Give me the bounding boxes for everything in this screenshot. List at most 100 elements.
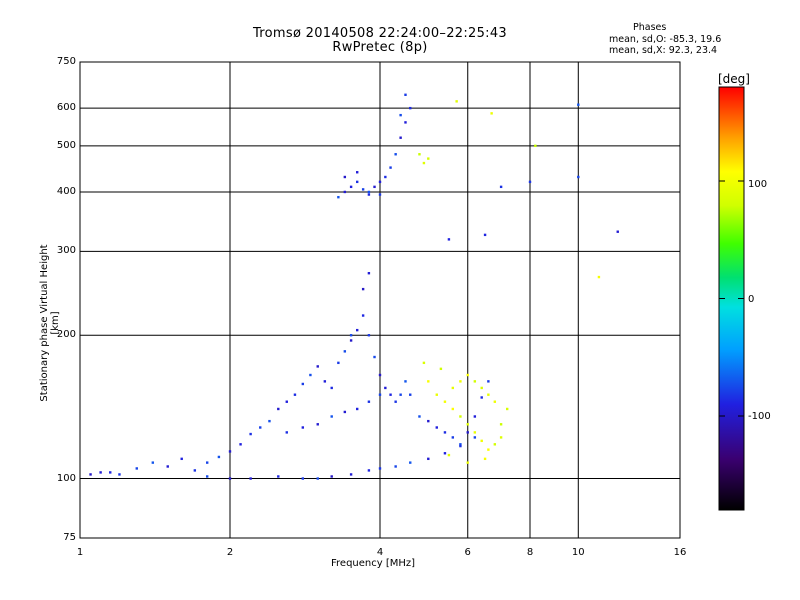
data-point <box>361 188 365 191</box>
x-axis-label: Frequency [MHz] <box>331 558 416 569</box>
data-point <box>499 185 503 189</box>
plot-frame <box>79 61 681 539</box>
data-point <box>249 432 252 436</box>
data-point <box>343 175 347 179</box>
data-point <box>435 426 438 429</box>
data-point <box>355 407 359 411</box>
data-point <box>205 475 209 478</box>
x-tick-label: 6 <box>464 547 471 558</box>
data-point <box>349 339 353 342</box>
x-tick-label: 2 <box>226 547 234 558</box>
data-point <box>487 448 490 451</box>
data-point <box>459 444 462 448</box>
data-point <box>349 185 353 189</box>
data-point <box>180 457 183 461</box>
data-point <box>349 473 353 476</box>
data-point <box>373 185 376 189</box>
data-point <box>389 166 392 169</box>
data-point <box>378 193 382 196</box>
y-tick-label: 100 <box>56 472 76 484</box>
data-point <box>394 465 397 468</box>
data-point <box>277 475 280 478</box>
data-point <box>316 365 319 368</box>
data-point <box>490 112 493 115</box>
data-point <box>577 103 580 106</box>
data-point <box>499 436 503 439</box>
data-point <box>89 473 92 476</box>
data-point <box>455 100 458 103</box>
data-point <box>577 175 580 179</box>
data-point <box>316 477 319 480</box>
y-tick-label: 400 <box>56 185 76 197</box>
data-point <box>337 195 340 199</box>
data-point <box>367 400 371 403</box>
x-tick-label: 1 <box>76 547 84 558</box>
data-point <box>466 461 469 464</box>
data-point <box>373 355 376 359</box>
data-point <box>466 423 469 426</box>
data-point <box>439 367 443 371</box>
data-point <box>418 415 421 418</box>
data-point <box>349 334 353 337</box>
colorbar-tick-minus100: -100 <box>748 411 771 422</box>
data-point <box>427 457 430 461</box>
y-tick-label: 750 <box>56 56 76 67</box>
data-point <box>109 471 112 474</box>
data-point <box>193 469 197 472</box>
data-point <box>443 431 447 434</box>
data-point <box>483 233 487 237</box>
phases-x-stats: mean, sd,X: 92.3, 23.4 <box>609 45 718 56</box>
data-point <box>384 386 387 390</box>
data-point <box>285 400 288 403</box>
phases-o-stats: mean, sd,O: -85.3, 19.6 <box>609 34 722 45</box>
data-point <box>466 373 469 377</box>
data-point <box>451 386 455 390</box>
x-tick-label: 10 <box>571 547 585 558</box>
data-point <box>487 380 490 383</box>
data-point <box>597 275 601 279</box>
data-point <box>459 380 462 383</box>
data-point <box>473 436 477 439</box>
data-point <box>378 180 382 184</box>
data-point <box>337 361 340 365</box>
data-point <box>505 407 509 411</box>
data-point <box>466 431 469 434</box>
data-point <box>473 415 477 418</box>
data-point <box>151 461 155 464</box>
data-point <box>118 473 121 476</box>
data-point <box>616 230 619 233</box>
data-point <box>249 477 252 480</box>
data-point <box>394 153 397 156</box>
data-point <box>409 393 412 396</box>
data-point <box>451 436 455 439</box>
data-point <box>355 328 359 332</box>
data-point <box>447 238 451 241</box>
data-point <box>404 380 407 383</box>
colorbar-tick-0: 0 <box>748 294 755 305</box>
data-point <box>268 419 271 423</box>
data-point <box>343 350 347 353</box>
data-point <box>228 450 232 453</box>
data-point <box>534 144 537 148</box>
data-point <box>399 113 402 117</box>
data-point <box>367 469 371 472</box>
data-point <box>323 380 327 383</box>
data-point <box>418 153 421 156</box>
data-point <box>301 382 305 386</box>
data-point <box>394 400 397 403</box>
colorbar-tick-100: 100 <box>748 179 768 190</box>
data-point <box>316 423 319 426</box>
data-point <box>259 426 262 429</box>
data-point <box>409 461 412 464</box>
data-point <box>399 136 402 139</box>
data-point <box>228 477 232 480</box>
x-tick-label: 8 <box>526 547 534 558</box>
data-point <box>528 180 532 184</box>
data-point <box>330 415 333 418</box>
y-tick-label: 600 <box>56 102 76 114</box>
x-tick-label: 16 <box>673 547 687 558</box>
data-point <box>343 190 347 194</box>
y-tick-label: 300 <box>56 245 76 257</box>
data-point <box>427 380 430 383</box>
data-point <box>361 287 365 291</box>
